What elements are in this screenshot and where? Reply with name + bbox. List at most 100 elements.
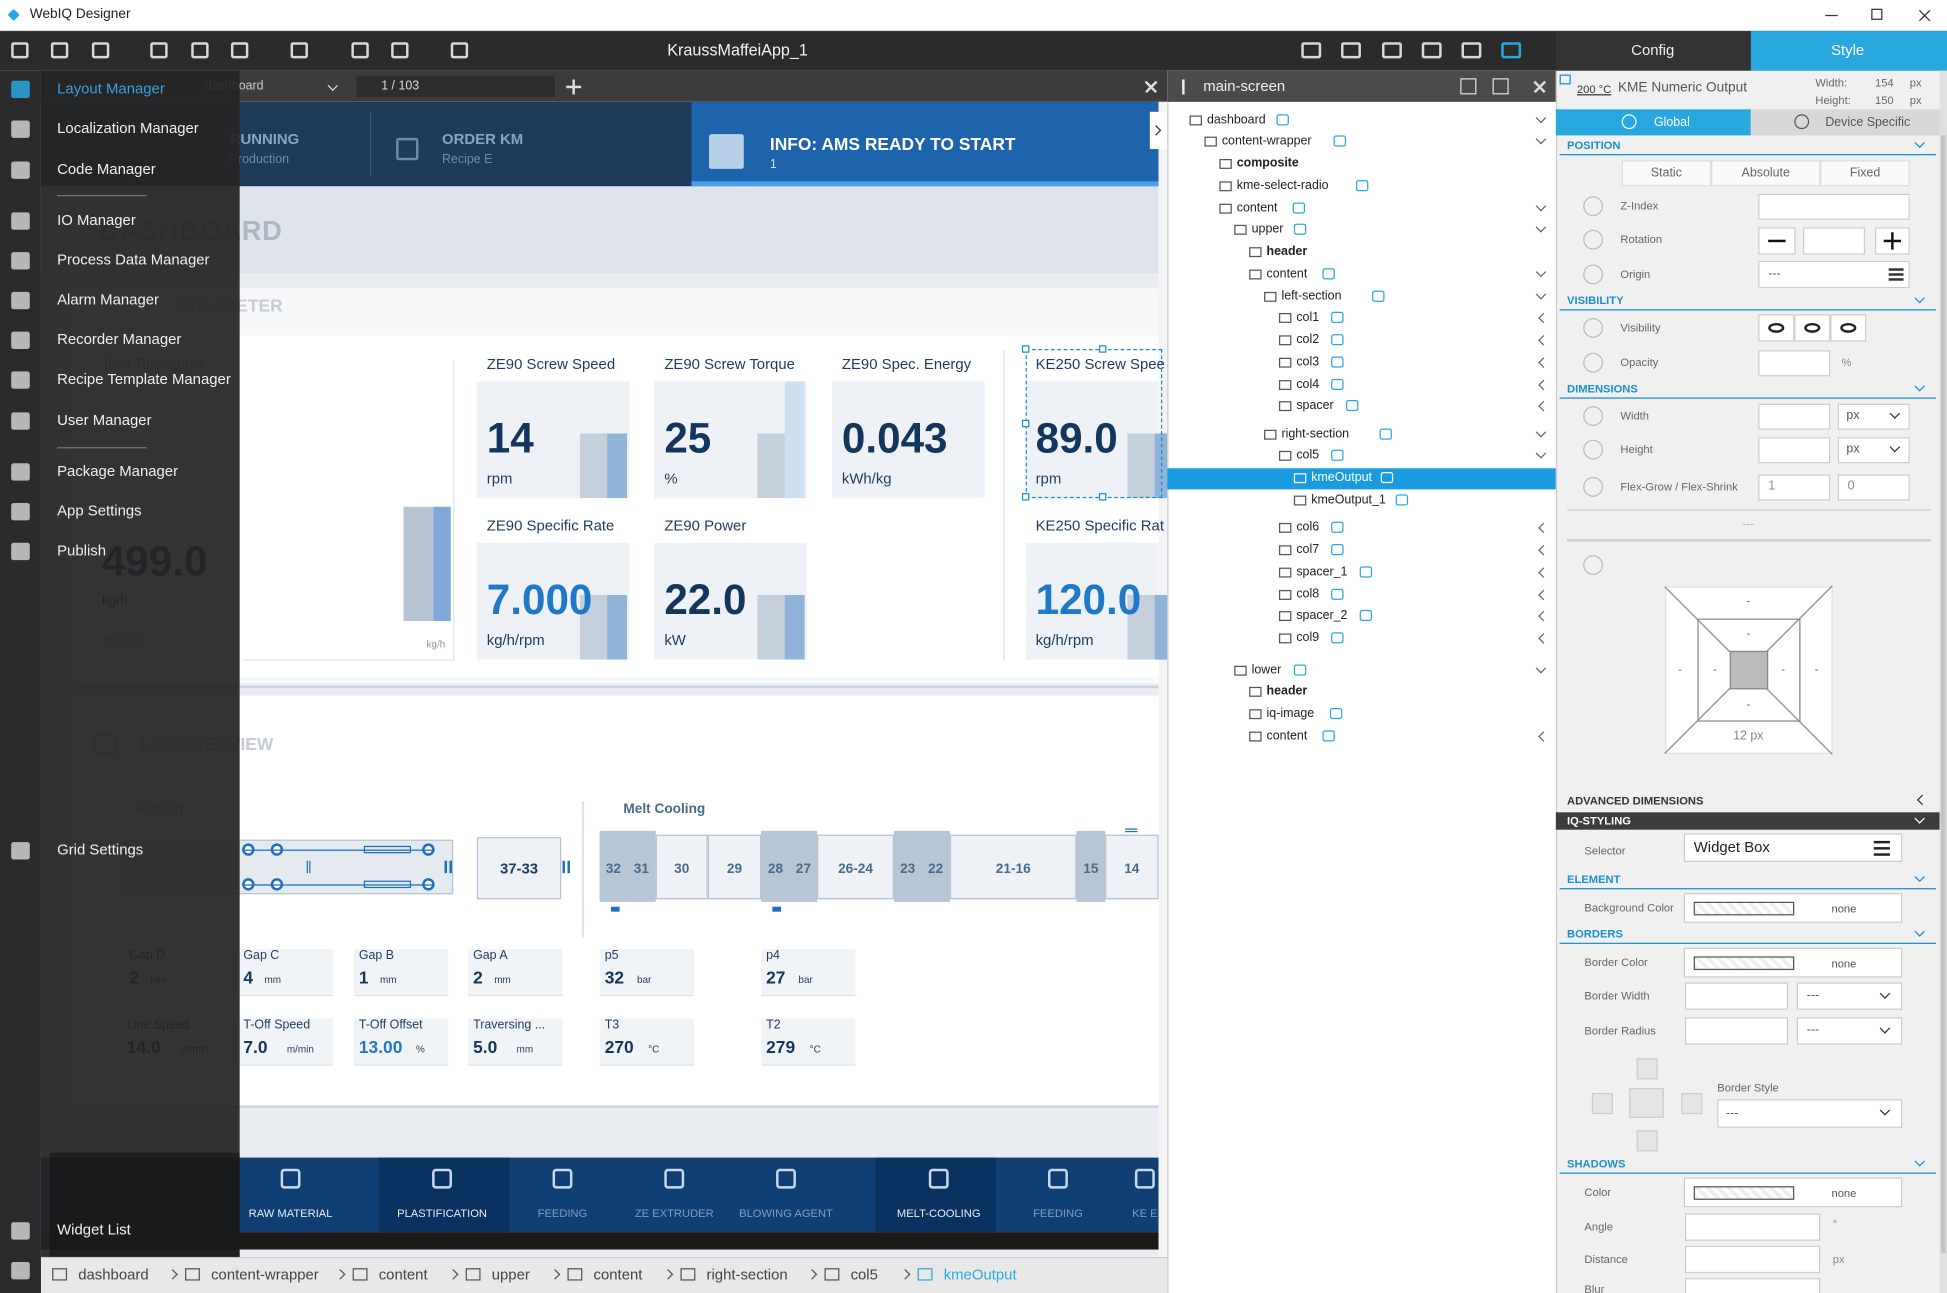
- input-field[interactable]: [1758, 260, 1910, 289]
- menu-item[interactable]: Alarm Manager: [57, 290, 159, 309]
- scope-global[interactable]: [1555, 109, 1751, 136]
- sidebar-icon[interactable]: [11, 503, 30, 521]
- toolbar-button[interactable]: [191, 42, 209, 59]
- border-side-button[interactable]: [1591, 1093, 1613, 1115]
- tree-node-link[interactable]: [1379, 428, 1392, 440]
- selection-handle[interactable]: [1021, 493, 1030, 501]
- tree-node-link[interactable]: [1331, 334, 1345, 346]
- sidebar-icon[interactable]: [11, 1261, 30, 1280]
- selection-handle[interactable]: [1021, 345, 1030, 353]
- input-field[interactable]: [1758, 350, 1831, 377]
- breadcrumb-item[interactable]: upper: [491, 1265, 530, 1284]
- selector-field[interactable]: [1683, 833, 1903, 862]
- tab-title[interactable]: ORDER KM: [442, 130, 524, 148]
- input-field[interactable]: [1685, 1245, 1821, 1274]
- widget-box[interactable]: [831, 381, 985, 499]
- style-tab[interactable]: [1750, 31, 1947, 71]
- menu-item[interactable]: Localization Manager: [57, 119, 199, 137]
- menu-item[interactable]: User Manager: [57, 411, 152, 429]
- tree-node-link[interactable]: [1331, 632, 1345, 644]
- input-field[interactable]: [1758, 474, 1831, 501]
- breadcrumb-item[interactable]: content: [593, 1265, 643, 1284]
- nav-icon[interactable]: [1048, 1168, 1068, 1189]
- tree-node[interactable]: iq-image: [1266, 707, 1315, 721]
- device-button[interactable]: [1382, 42, 1402, 59]
- unit-select[interactable]: [1837, 403, 1910, 430]
- breadcrumb-item[interactable]: content: [378, 1265, 428, 1284]
- maximize-button[interactable]: [1871, 8, 1883, 20]
- toolbar-button[interactable]: [230, 42, 249, 59]
- scope-label[interactable]: Device Specific: [1825, 115, 1911, 130]
- border-side-button[interactable]: [1636, 1130, 1658, 1152]
- scope-label[interactable]: Global: [1653, 115, 1690, 130]
- tree-node[interactable]: col5: [1296, 448, 1320, 463]
- tree-header-button[interactable]: [1492, 78, 1509, 95]
- tree-node-link[interactable]: [1331, 378, 1345, 391]
- tree-node[interactable]: lower: [1251, 663, 1282, 678]
- toolbar-button[interactable]: [11, 42, 29, 59]
- tree-node[interactable]: kme-select-radio: [1236, 179, 1329, 193]
- tree-node[interactable]: kmeOutput_1: [1311, 493, 1386, 508]
- nav-label[interactable]: KE E: [1132, 1207, 1158, 1220]
- position-mode[interactable]: [1621, 160, 1712, 187]
- menu-item[interactable]: Package Manager: [57, 462, 179, 480]
- tree-node-link[interactable]: [1395, 494, 1408, 506]
- tree-node[interactable]: dashboard: [1206, 113, 1266, 128]
- select-field[interactable]: [1796, 1017, 1903, 1045]
- tree-node[interactable]: composite: [1236, 156, 1299, 171]
- nav-label[interactable]: RAW MATERIAL: [248, 1207, 333, 1220]
- toolbar-button[interactable]: [450, 42, 469, 59]
- input-field[interactable]: [1685, 1278, 1821, 1293]
- sidebar-icon[interactable]: [11, 412, 30, 430]
- toolbar-button[interactable]: [50, 42, 69, 59]
- tab-title[interactable]: INFO: AMS READY TO START: [769, 134, 1016, 154]
- config-tab[interactable]: [1555, 31, 1751, 71]
- menu-item[interactable]: App Settings: [57, 501, 142, 520]
- sidebar-icon[interactable]: [11, 1222, 30, 1240]
- sidebar-icon[interactable]: [11, 120, 30, 138]
- nav-label[interactable]: BLOWING AGENT: [739, 1207, 833, 1220]
- nav-label[interactable]: MELT-COOLING: [896, 1207, 981, 1220]
- tree-node[interactable]: spacer: [1296, 399, 1334, 413]
- tree-node-link[interactable]: [1333, 135, 1347, 147]
- nav-icon[interactable]: [1134, 1168, 1155, 1189]
- toolbar-button[interactable]: [91, 42, 110, 59]
- toolbar-button[interactable]: [290, 42, 308, 59]
- sidebar-icon[interactable]: [11, 80, 30, 99]
- sidebar-icon[interactable]: [11, 161, 30, 179]
- sidebar-icon[interactable]: [11, 371, 30, 389]
- tree-node[interactable]: col1: [1296, 310, 1320, 325]
- tree-node-link[interactable]: [1293, 664, 1307, 676]
- breadcrumb-item[interactable]: dashboard: [78, 1265, 149, 1284]
- tree-node-link[interactable]: [1322, 268, 1336, 280]
- selection-handle[interactable]: [1021, 419, 1030, 428]
- menu-item[interactable]: Publish: [57, 541, 106, 560]
- tree-node[interactable]: col4: [1296, 377, 1320, 392]
- sidebar-icon[interactable]: [11, 842, 30, 860]
- input-field[interactable]: [1758, 403, 1831, 430]
- tree-node-link[interactable]: [1331, 588, 1345, 600]
- tree-node-link[interactable]: [1381, 471, 1394, 484]
- page-counter[interactable]: 1 / 103: [381, 79, 420, 94]
- tree-node-link[interactable]: [1322, 730, 1336, 742]
- nav-icon[interactable]: [280, 1168, 301, 1189]
- tree-node[interactable]: content: [1266, 729, 1308, 744]
- border-side-button[interactable]: [1636, 1058, 1658, 1080]
- position-mode-label[interactable]: Absolute: [1741, 166, 1790, 181]
- nav-label[interactable]: ZE EXTRUDER: [634, 1207, 714, 1220]
- tree-node-link[interactable]: [1329, 707, 1343, 720]
- menu-item[interactable]: Process Data Manager: [57, 251, 210, 269]
- selection-handle[interactable]: [1098, 493, 1107, 501]
- device-button[interactable]: [1301, 42, 1322, 59]
- tree-node-link[interactable]: [1331, 449, 1345, 461]
- sidebar-icon[interactable]: [11, 463, 30, 481]
- select-field[interactable]: [1717, 1099, 1903, 1128]
- tree-node[interactable]: upper: [1251, 222, 1284, 237]
- tree-node[interactable]: right-section: [1281, 427, 1350, 442]
- tree-node[interactable]: content-wrapper: [1221, 134, 1312, 149]
- nav-icon[interactable]: [776, 1168, 796, 1189]
- tree-node[interactable]: header: [1266, 684, 1308, 699]
- selection-handle[interactable]: [1098, 345, 1107, 353]
- tree-node[interactable]: col8: [1296, 587, 1320, 602]
- breadcrumb-item[interactable]: col5: [850, 1265, 878, 1284]
